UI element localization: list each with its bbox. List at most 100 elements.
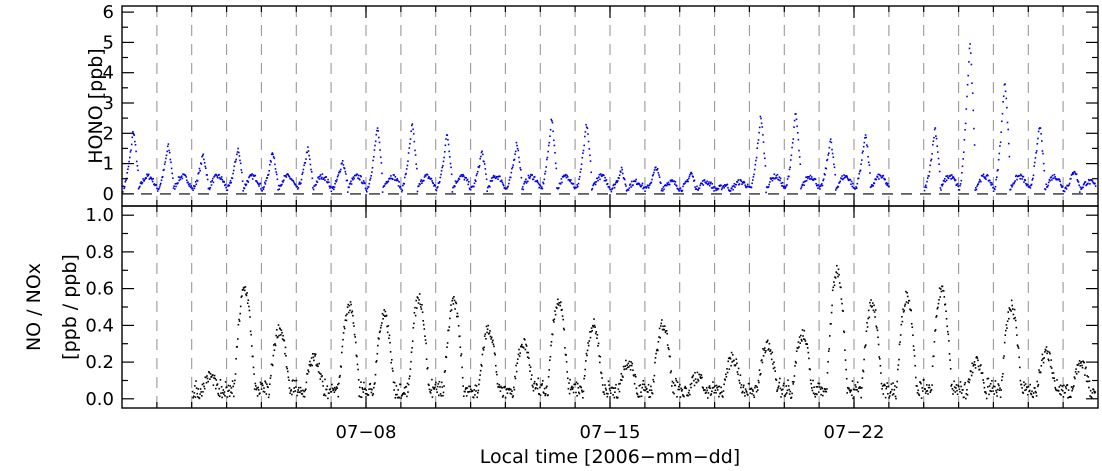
ratio-point (628, 360, 631, 363)
ratio-point (947, 330, 949, 333)
ratio-point (1051, 372, 1054, 374)
hono-point (740, 180, 743, 183)
hono-point (337, 174, 340, 176)
hono-point (440, 173, 442, 176)
hono-point (817, 184, 820, 186)
ratio-point (324, 378, 326, 381)
hono-point (612, 184, 615, 187)
ratio-point (945, 318, 948, 320)
hono-point (341, 162, 343, 164)
ratio-point (1052, 372, 1055, 374)
hono-point (942, 183, 944, 185)
ratio-point (648, 396, 650, 398)
ratio-point (868, 316, 871, 319)
ratio-point (418, 299, 420, 301)
ratio-point (813, 393, 816, 396)
hono-point (690, 171, 693, 174)
ratio-point (1005, 329, 1007, 332)
ratio-point (659, 336, 661, 339)
ratio-point (947, 333, 950, 336)
ratio-point (664, 331, 667, 334)
ratio-point (1043, 357, 1045, 359)
ratio-point (1091, 397, 1093, 399)
hono-point (1071, 173, 1073, 176)
ratio-point (556, 303, 559, 305)
ratio-point (989, 383, 992, 385)
ratio-point (658, 336, 660, 338)
ratio-point (927, 393, 929, 395)
hono-point (357, 177, 359, 179)
hono-point (352, 178, 354, 181)
ratio-point (285, 366, 288, 368)
ratio-point (724, 379, 726, 381)
ratio-point (734, 364, 737, 366)
hono-point (238, 151, 240, 154)
ratio-point (991, 380, 993, 382)
ratio-point (770, 358, 773, 361)
hono-point (188, 185, 191, 187)
ratio-point (290, 389, 293, 391)
ratio-point (844, 359, 847, 361)
hono-point (844, 175, 847, 177)
hono-point (404, 176, 406, 179)
hono-point (482, 153, 484, 156)
ratio-point (409, 375, 411, 377)
hono-point (336, 178, 338, 181)
ratio-point (820, 386, 823, 389)
ratio-point (864, 345, 867, 347)
ratio-point (619, 382, 621, 385)
hono-point (510, 171, 513, 174)
ratio-point (237, 338, 239, 340)
hono-point (1033, 165, 1035, 167)
hono-point (738, 183, 741, 185)
ratio-point (522, 347, 525, 349)
hono-point (727, 187, 729, 189)
ratio-point (1035, 395, 1038, 397)
ratio-point (593, 318, 595, 320)
ratio-point (846, 392, 848, 394)
hono-point (741, 183, 743, 185)
hono-point (641, 184, 643, 186)
ratio-point (422, 320, 424, 322)
hono-point (438, 182, 440, 184)
ratio-point (220, 392, 222, 394)
hono-point (1013, 182, 1015, 185)
ratio-point (1085, 366, 1087, 369)
hono-point (880, 175, 882, 177)
hono-point (272, 153, 274, 156)
ratio-point (549, 356, 552, 358)
hono-point (712, 187, 714, 189)
ratio-point (510, 393, 513, 395)
ratio-point (782, 384, 785, 387)
hono-point (414, 149, 416, 152)
hono-point (840, 177, 843, 180)
hono-point (736, 181, 739, 183)
ratio-point (751, 388, 754, 391)
hono-point (807, 177, 809, 180)
ratio-point (274, 344, 277, 347)
hono-point (839, 180, 841, 183)
ratio-point (973, 361, 976, 363)
ratio-point (358, 395, 360, 397)
hono-point (1077, 181, 1080, 183)
hono-point (134, 144, 137, 146)
hono-point (409, 142, 411, 145)
ratio-point (348, 304, 351, 307)
hono-point (168, 151, 171, 154)
ratio-point (420, 306, 422, 308)
ratio-point (1049, 365, 1052, 368)
hono-point (126, 172, 128, 174)
ratio-point (378, 331, 381, 334)
ratio-point (367, 394, 370, 396)
ratio-point (969, 378, 971, 381)
ratio-point (411, 340, 414, 342)
ratio-point (576, 382, 579, 385)
ratio-point (275, 334, 277, 337)
hono-point (877, 173, 879, 176)
hono-point (290, 178, 293, 180)
hono-point (634, 180, 637, 183)
ratio-point (1014, 319, 1017, 322)
ratio-point (881, 388, 883, 390)
hono-point (134, 140, 136, 143)
hono-point (686, 180, 688, 183)
